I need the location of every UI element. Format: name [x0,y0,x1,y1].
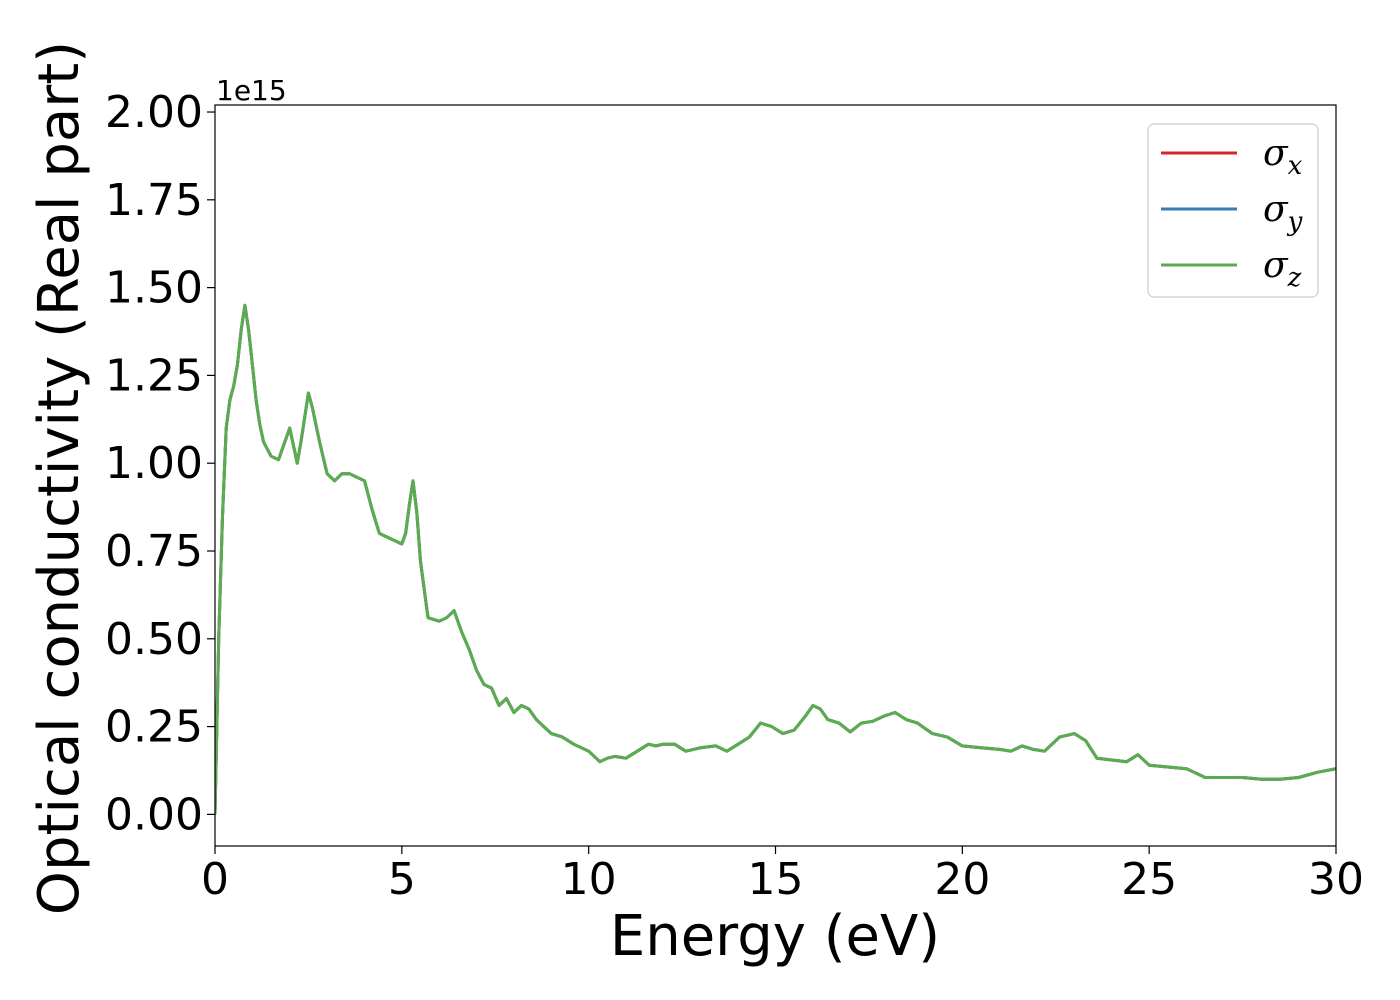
x-tick-label: 15 [748,854,804,905]
y-tick-label: 1.25 [105,350,203,401]
y-tick-label: 0.00 [105,789,203,840]
y-axis-label: Optical conductivity (Real part) [27,41,92,915]
x-tick-label: 10 [561,854,617,905]
x-tick-label: 0 [201,854,229,905]
y-tick-label: 2.00 [105,87,203,138]
y-tick-label: 0.25 [105,702,203,753]
y-offset-label: 1e15 [216,74,287,107]
x-tick-label: 5 [388,854,416,905]
x-axis-ticks: 0 5 10 15 20 25 30 [201,846,1364,905]
y-axis-ticks: 0.00 0.25 0.50 0.75 1.00 1.25 1.50 1.75 2.00 [105,87,215,840]
x-tick-label: 25 [1121,854,1177,905]
series-line-sigma-y [215,303,1336,815]
x-tick-label: 30 [1308,854,1364,905]
y-tick-label: 0.50 [105,614,203,665]
x-axis-label: Energy (eV) [610,904,940,969]
y-tick-label: 0.75 [105,526,203,577]
series-line-sigma-x [215,303,1336,815]
y-tick-label: 1.75 [105,175,203,226]
x-tick-label: 20 [934,854,990,905]
series-line-sigma-z [215,303,1336,815]
y-tick-label: 1.00 [105,438,203,489]
y-tick-label: 1.50 [105,263,203,314]
